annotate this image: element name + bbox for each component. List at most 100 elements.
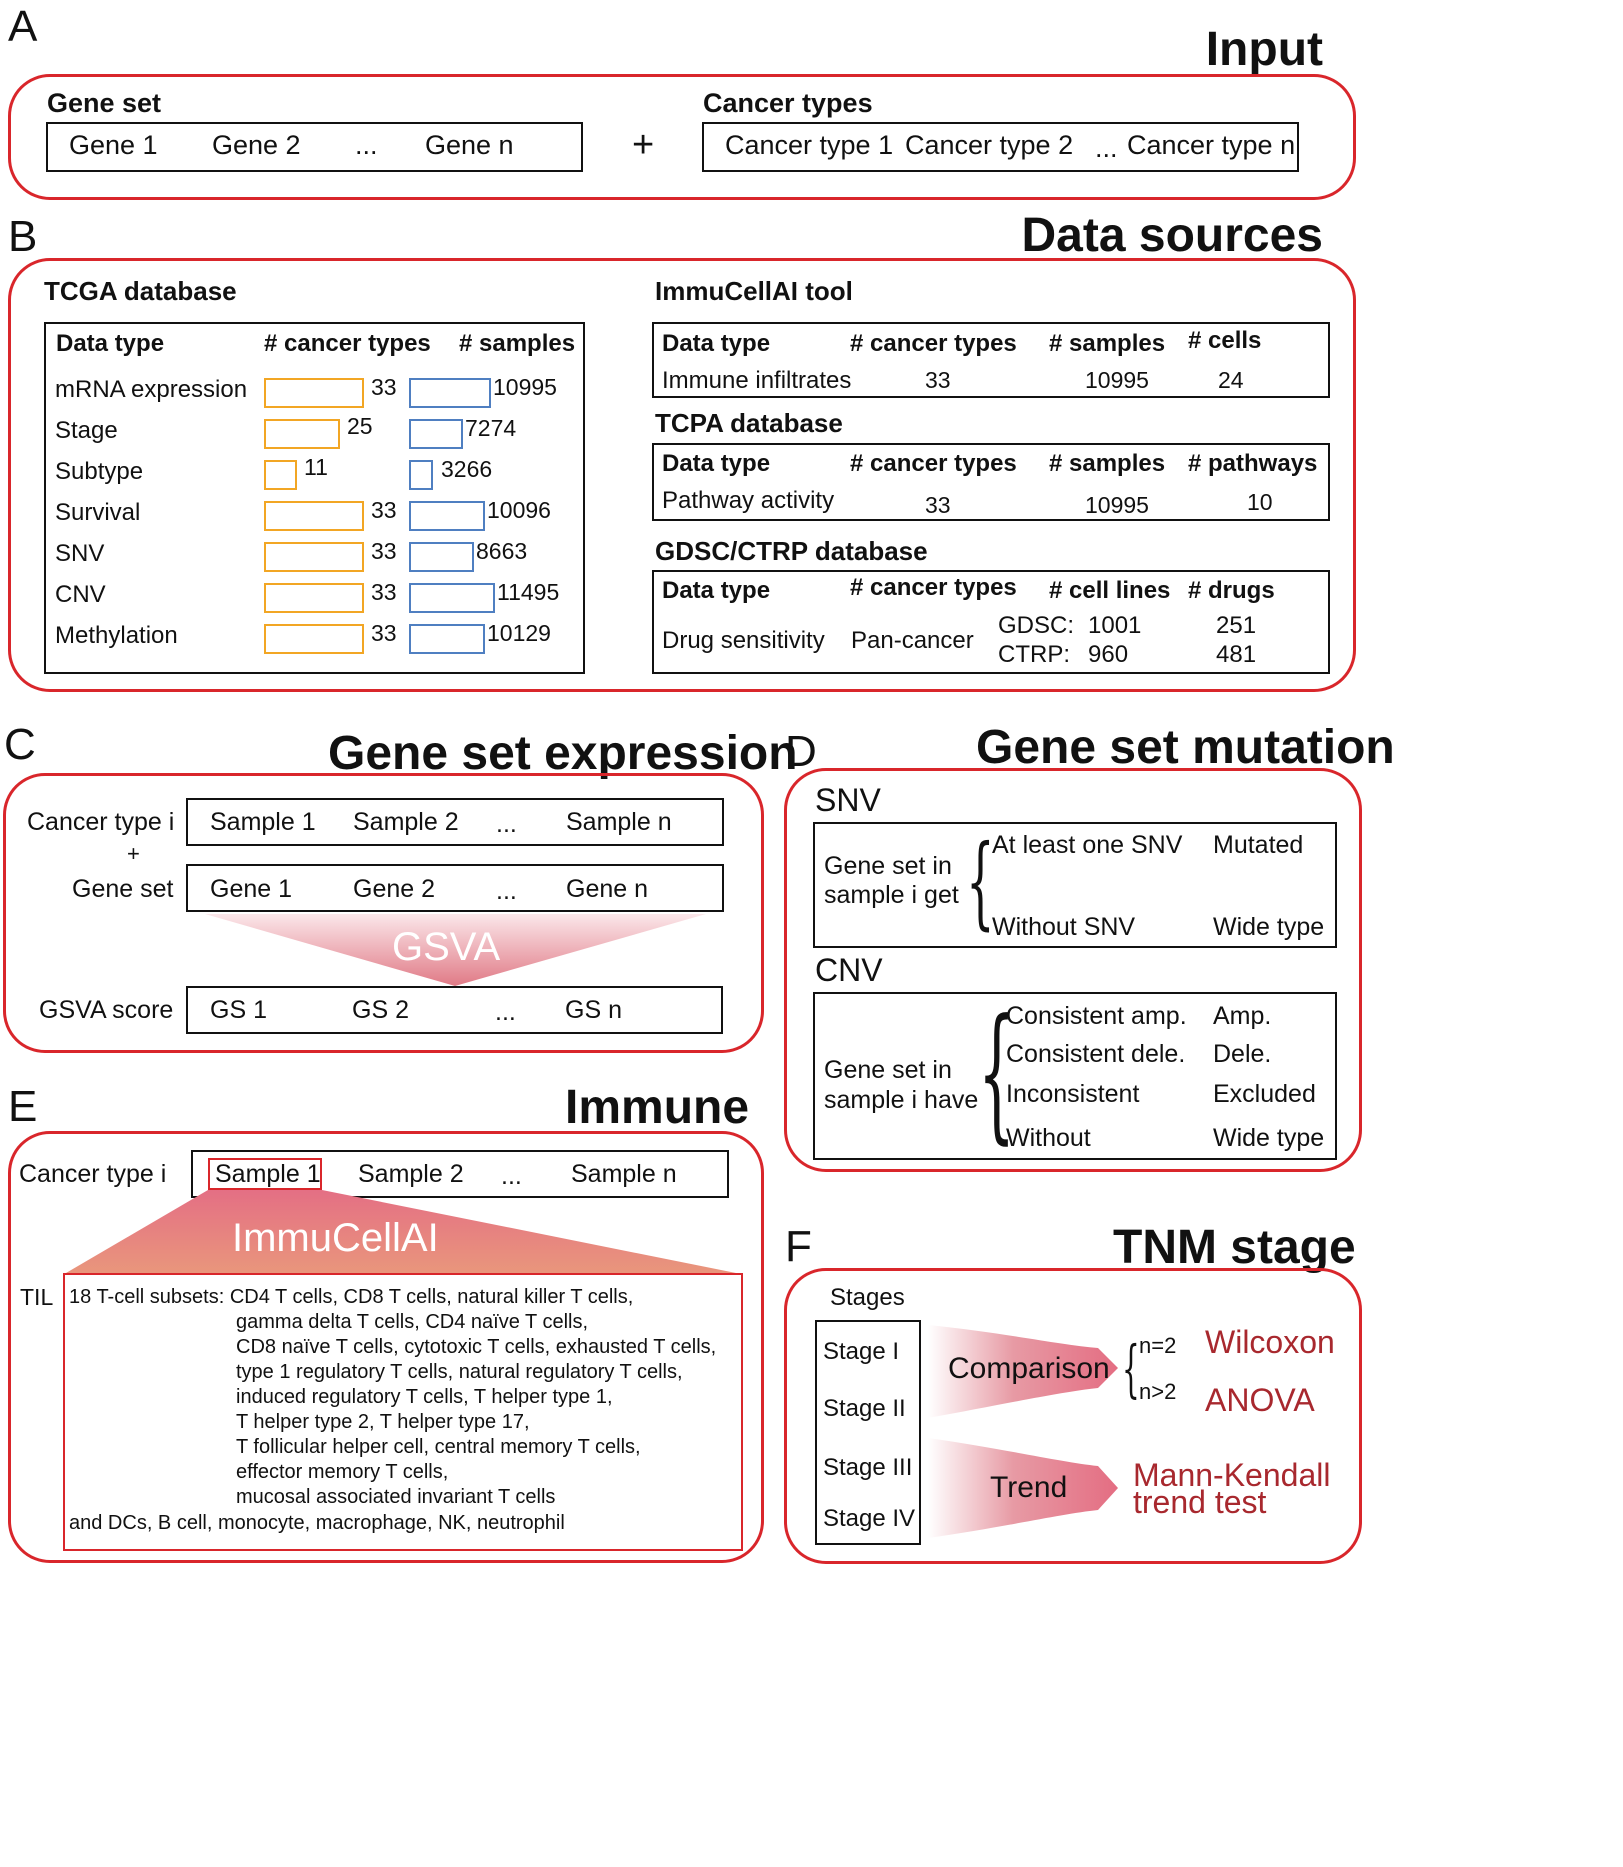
til-line: gamma delta T cells, CD4 naïve T cells,: [236, 1311, 589, 1333]
immucellai-header: Data type: [662, 330, 771, 357]
samples-bar: [409, 583, 495, 613]
cancer-types-value: 11: [304, 454, 328, 480]
sample-cell: ...: [501, 1162, 522, 1190]
panel-c-letter: C: [4, 720, 36, 769]
samples-bar: [409, 378, 491, 408]
ctrp-label: CTRP:: [998, 641, 1070, 668]
wilcoxon-label: Wilcoxon: [1205, 1324, 1335, 1360]
gene-cell: ...: [355, 130, 378, 160]
til-line: effector memory T cells,: [236, 1461, 449, 1483]
sample-cell: ...: [496, 810, 517, 838]
cancer-types-value: 33: [371, 538, 397, 564]
gsva-method-label: GSVA: [392, 925, 501, 969]
ctrp-cells: 960: [1088, 641, 1129, 668]
panel-b-letter: B: [8, 212, 38, 261]
gdsc-data-type: Drug sensitivity: [662, 627, 825, 654]
sample-cell: Sample n: [566, 808, 672, 836]
panel-c-title: Gene set expression: [328, 727, 798, 780]
gsva-score-label: GSVA score: [39, 996, 174, 1024]
stage-item: Stage III: [823, 1454, 913, 1481]
panel-f-title: TNM stage: [1113, 1221, 1356, 1274]
gene-cell: Gene 1: [210, 875, 293, 903]
tcpa-table: [652, 443, 1330, 521]
gene-cell: ...: [496, 877, 517, 905]
gene-cell: Gene 2: [212, 130, 301, 160]
cnv-result: Wide type: [1213, 1124, 1325, 1152]
cancer-types-bar: [264, 419, 340, 449]
tcpa-cell: Pathway activity: [662, 487, 835, 514]
mann-kendall-label: Mann-Kendall: [1133, 1457, 1331, 1493]
gdsc-cancer-types: Pan-cancer: [851, 627, 974, 654]
tcpa-header: # pathways: [1188, 450, 1318, 477]
anova-label: ANOVA: [1205, 1382, 1315, 1418]
gene-cell: Gene 2: [353, 875, 436, 903]
cancer-types-value: 33: [371, 620, 397, 646]
immucellai-cell: 24: [1218, 367, 1244, 393]
sample-cell: Sample 2: [358, 1160, 464, 1188]
cnv-desc: Gene set in: [824, 1056, 952, 1084]
snv-condition: At least one SNV: [992, 831, 1183, 859]
til-line: 18 T-cell subsets: CD4 T cells, CD8 T ce…: [69, 1286, 634, 1308]
tcpa-header: # samples: [1049, 450, 1166, 477]
sample-cell: Sample 2: [353, 808, 459, 836]
snv-box: [813, 822, 1337, 948]
cancer-types-value: 25: [347, 413, 373, 439]
immucellai-method-label: ImmuCellAI: [232, 1216, 439, 1260]
stage-item: Stage I: [823, 1338, 900, 1365]
data-sources-box: [8, 258, 1356, 692]
cnv-condition: Consistent dele.: [1006, 1040, 1186, 1068]
score-cell: GS 1: [210, 996, 267, 1024]
cancer-types-bar: [264, 501, 364, 531]
gdsc-title: GDSC/CTRP database: [655, 536, 928, 566]
samples-bar: [409, 624, 485, 654]
cnv-result: Dele.: [1213, 1040, 1272, 1068]
gene-cell: Gene n: [566, 875, 649, 903]
samples-value: 10096: [487, 497, 551, 523]
samples-value: 8663: [476, 538, 528, 564]
cancer-types-bar: [264, 624, 364, 654]
immucellai-title: ImmuCellAI tool: [655, 276, 853, 306]
genes-row: [186, 864, 724, 912]
samples-value: 3266: [441, 456, 493, 482]
tcga-row-label: CNV: [55, 581, 106, 608]
stages-box: [815, 1320, 921, 1545]
tcpa-title: TCPA database: [655, 408, 843, 438]
tcpa-cell: 33: [925, 492, 951, 518]
til-line: induced regulatory T cells, T helper typ…: [236, 1386, 613, 1408]
panel-f-letter: F: [785, 1222, 812, 1271]
cnv-condition: Consistent amp.: [1006, 1002, 1187, 1030]
tcpa-cell: 10995: [1085, 492, 1149, 518]
tcpa-header: # cancer types: [850, 450, 1017, 477]
immune-box: [8, 1131, 764, 1563]
cnv-desc: sample i have: [824, 1086, 979, 1114]
immucellai-header: # samples: [1049, 330, 1166, 357]
tcga-title: TCGA database: [44, 276, 237, 306]
gdsc-header: Data type: [662, 577, 771, 604]
til-line: T helper type 2, T helper type 17,: [236, 1411, 530, 1433]
tcga-row-label: Stage: [55, 417, 118, 444]
immucellai-cell: 10995: [1085, 367, 1149, 393]
cancer-types-bar: [264, 378, 364, 408]
cnv-condition: Inconsistent: [1006, 1080, 1140, 1108]
gene-cell: Gene n: [425, 130, 514, 160]
cancer-types-bar: [264, 542, 364, 572]
cnv-brace-icon: {: [978, 988, 1016, 1158]
gene-set-row: [46, 122, 583, 172]
tcga-table: [44, 322, 585, 674]
gdsc-cells: 1001: [1088, 612, 1142, 639]
panel-d-title: Gene set mutation: [976, 721, 1395, 774]
panel-d-letter: D: [785, 727, 817, 776]
samples-value: 7274: [465, 415, 517, 441]
samples-value: 11495: [497, 579, 560, 605]
highlighted-sample-box: [208, 1158, 322, 1190]
tcga-header: # samples: [459, 330, 576, 357]
gene-set-expression-box: [3, 773, 764, 1053]
snv-result: Mutated: [1213, 831, 1304, 859]
panel-e-letter: E: [8, 1082, 38, 1131]
cancer-type-cell: Cancer type 1: [725, 130, 894, 160]
tcga-row-label: Methylation: [55, 622, 178, 649]
til-label: TIL: [20, 1284, 54, 1310]
